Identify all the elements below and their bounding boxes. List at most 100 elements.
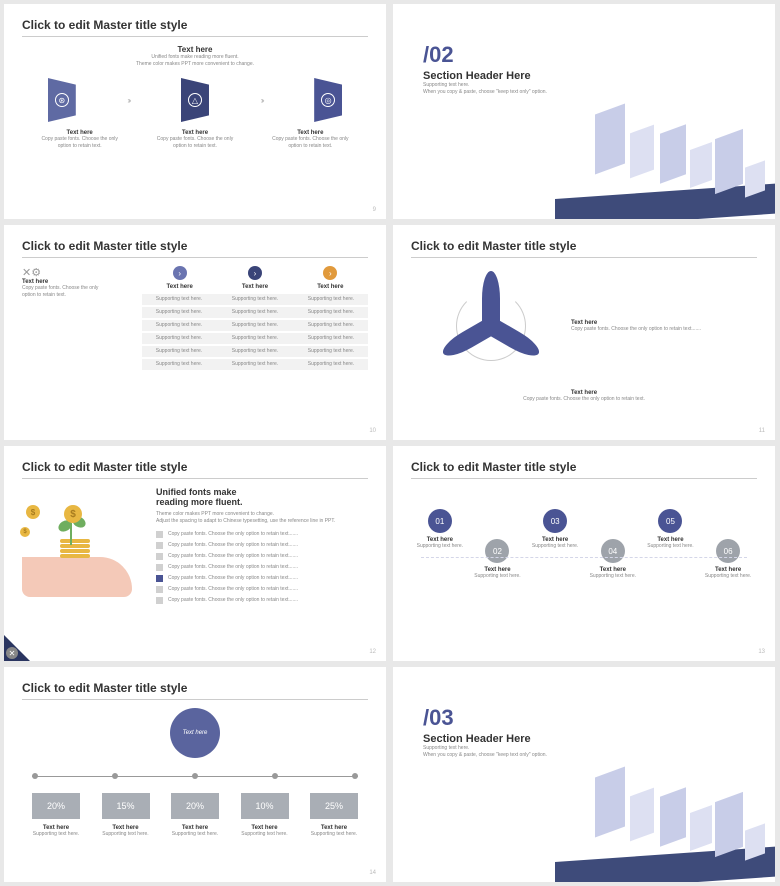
flag-row: ⊛ ››› △ ››› ◎: [22, 78, 368, 122]
flag-shape: ◎: [314, 78, 342, 122]
wave-line: [421, 557, 747, 577]
table-row: Supporting text here.Supporting text her…: [142, 307, 368, 318]
table-cell: Supporting text here.: [294, 309, 368, 316]
timeline-point: [352, 773, 358, 779]
label-row: Text here Copy paste fonts. Choose the o…: [22, 130, 368, 150]
coin-stack: [60, 539, 90, 559]
desc: Copy paste fonts. Choose the only option…: [22, 285, 112, 299]
page-number: 9: [373, 207, 376, 213]
label-col: Text here Copy paste fonts. Choose the o…: [40, 130, 120, 150]
hub: [487, 322, 495, 330]
slide-3: Click to edit Master title style ✕⚙ Text…: [4, 225, 386, 440]
city-illustration: [555, 742, 775, 882]
table-cell: Supporting text here.: [294, 322, 368, 329]
list-sub: Adjust the spacing to adapt to Chinese t…: [156, 518, 368, 525]
table-row: Supporting text here. Supporting text her…: [142, 346, 368, 357]
section-number: /02: [423, 42, 547, 68]
flag-shape: △: [181, 78, 209, 122]
label-sub: Copy paste fonts. Choose the only option…: [155, 136, 235, 150]
slide-grid: Click to edit Master title style Text he…: [4, 4, 776, 882]
number-row: 01Text hereSupporting text here.02Text h…: [411, 509, 757, 580]
table-cell: Supporting text here.: [142, 309, 216, 316]
slide-5: Click to edit Master title style $ $ $ U…: [4, 446, 386, 661]
list-text: Copy paste fonts. Choose the only option…: [168, 597, 298, 604]
col-head: ›Text here: [167, 266, 193, 290]
number-item: 03Text hereSupporting text here.: [529, 509, 581, 550]
master-title: Click to edit Master title style: [22, 681, 368, 700]
bottom-text: Text here Copy paste fonts. Choose the o…: [411, 390, 757, 403]
percent-box: 10%: [241, 793, 289, 819]
table-cell: Supporting text here.: [294, 296, 368, 303]
flag-icon: △: [188, 93, 202, 107]
page-number: 13: [758, 649, 765, 655]
section-number: /03: [423, 705, 547, 731]
dollar-coin-icon: $: [64, 505, 82, 523]
table-row: Supporting text here.Supporting text her…: [142, 359, 368, 370]
table-cell: Supporting text here.: [142, 348, 216, 355]
list-text: Copy paste fonts. Choose the only option…: [168, 531, 298, 538]
table-cell: Supporting text here.: [218, 335, 292, 342]
item-sub: Supporting text here.: [644, 543, 696, 550]
chevron-icon: ›: [323, 266, 337, 280]
master-title: Click to edit Master title style: [22, 460, 368, 479]
timeline-point: [112, 773, 118, 779]
percent-label: Text hereSupporting text here.: [171, 825, 219, 838]
label-sub: Copy paste fonts. Choose the only option…: [270, 136, 350, 150]
table-body: Supporting text here.Supporting text her…: [142, 294, 368, 370]
flag-shape: ⊛: [48, 78, 76, 122]
tools-icon: ✕⚙: [22, 266, 112, 279]
table-cell: Supporting text here.: [294, 348, 368, 355]
table-cell: Supporting text here.: [294, 335, 368, 342]
slide-1: Click to edit Master title style Text he…: [4, 4, 386, 219]
col-head: ›Text here: [242, 266, 268, 290]
section-sub: Supporting text here.: [423, 745, 547, 752]
slide-8-section: /03 Section Header Here Supporting text …: [393, 667, 775, 882]
table-row: Supporting text here.Supporting text her…: [142, 294, 368, 305]
number-circle: 05: [658, 509, 682, 533]
slide-2-section: /02 Section Header Here Supporting text …: [393, 4, 775, 219]
list-item: Copy paste fonts. Choose the only option…: [156, 564, 368, 571]
timeline-point: [32, 773, 38, 779]
arrow-icon: ›››: [261, 96, 263, 105]
table-row: Supporting text here.Supporting text her…: [142, 333, 368, 344]
bullet-icon: [156, 575, 163, 582]
list-text: Copy paste fonts. Choose the only option…: [168, 542, 298, 549]
number-circle: 03: [543, 509, 567, 533]
percent-box: 15%: [102, 793, 150, 819]
section-sub: When you copy & paste, choose "keep text…: [423, 752, 547, 759]
table-cell: Supporting text here.: [218, 309, 292, 316]
list-text: Copy paste fonts. Choose the only option…: [168, 553, 298, 560]
desc: Copy paste fonts. Choose the only option…: [411, 396, 757, 403]
timeline: 20%15%20%10%25% Text hereSupporting text…: [32, 770, 358, 838]
percent-box: 25%: [310, 793, 358, 819]
close-icon: ✕: [6, 647, 18, 659]
section-sub: Supporting text here.: [423, 82, 547, 89]
percent-label: Text hereSupporting text here.: [241, 825, 289, 838]
section-content: /03 Section Header Here Supporting text …: [423, 705, 547, 759]
col-head: ›Text here: [317, 266, 343, 290]
list-text: Copy paste fonts. Choose the only option…: [168, 564, 298, 571]
text-here-heading: Text here: [22, 45, 368, 54]
master-title: Click to edit Master title style: [22, 18, 368, 37]
list-text: Copy paste fonts. Choose the only option…: [168, 586, 298, 593]
dollar-coin-icon: $: [26, 505, 40, 519]
percent-label: Text hereSupporting text here.: [310, 825, 358, 838]
section-sub: When you copy & paste, choose "keep text…: [423, 89, 547, 96]
bullet-icon: [156, 597, 163, 604]
list-item: Copy paste fonts. Choose the only option…: [156, 542, 368, 549]
table-cell: Supporting text here.: [294, 361, 368, 368]
table-head: ›Text here ›Text here ›Text here: [142, 266, 368, 290]
propeller-graphic: [431, 266, 551, 386]
center-circle: Text here: [170, 708, 220, 758]
arrow-icon: ›››: [127, 96, 129, 105]
section-header: Section Header Here: [423, 733, 547, 745]
subtitle: Unified fonts make reading more fluent.: [22, 54, 368, 61]
page-number: 14: [369, 870, 376, 876]
page-number: 11: [759, 428, 765, 434]
hand-illustration: $ $ $: [22, 487, 142, 607]
section-content: /02 Section Header Here Supporting text …: [423, 42, 547, 96]
label-sub: Copy paste fonts. Choose the only option…: [40, 136, 120, 150]
flag-icon: ⊛: [55, 93, 69, 107]
timeline-point: [272, 773, 278, 779]
timeline-point: [192, 773, 198, 779]
